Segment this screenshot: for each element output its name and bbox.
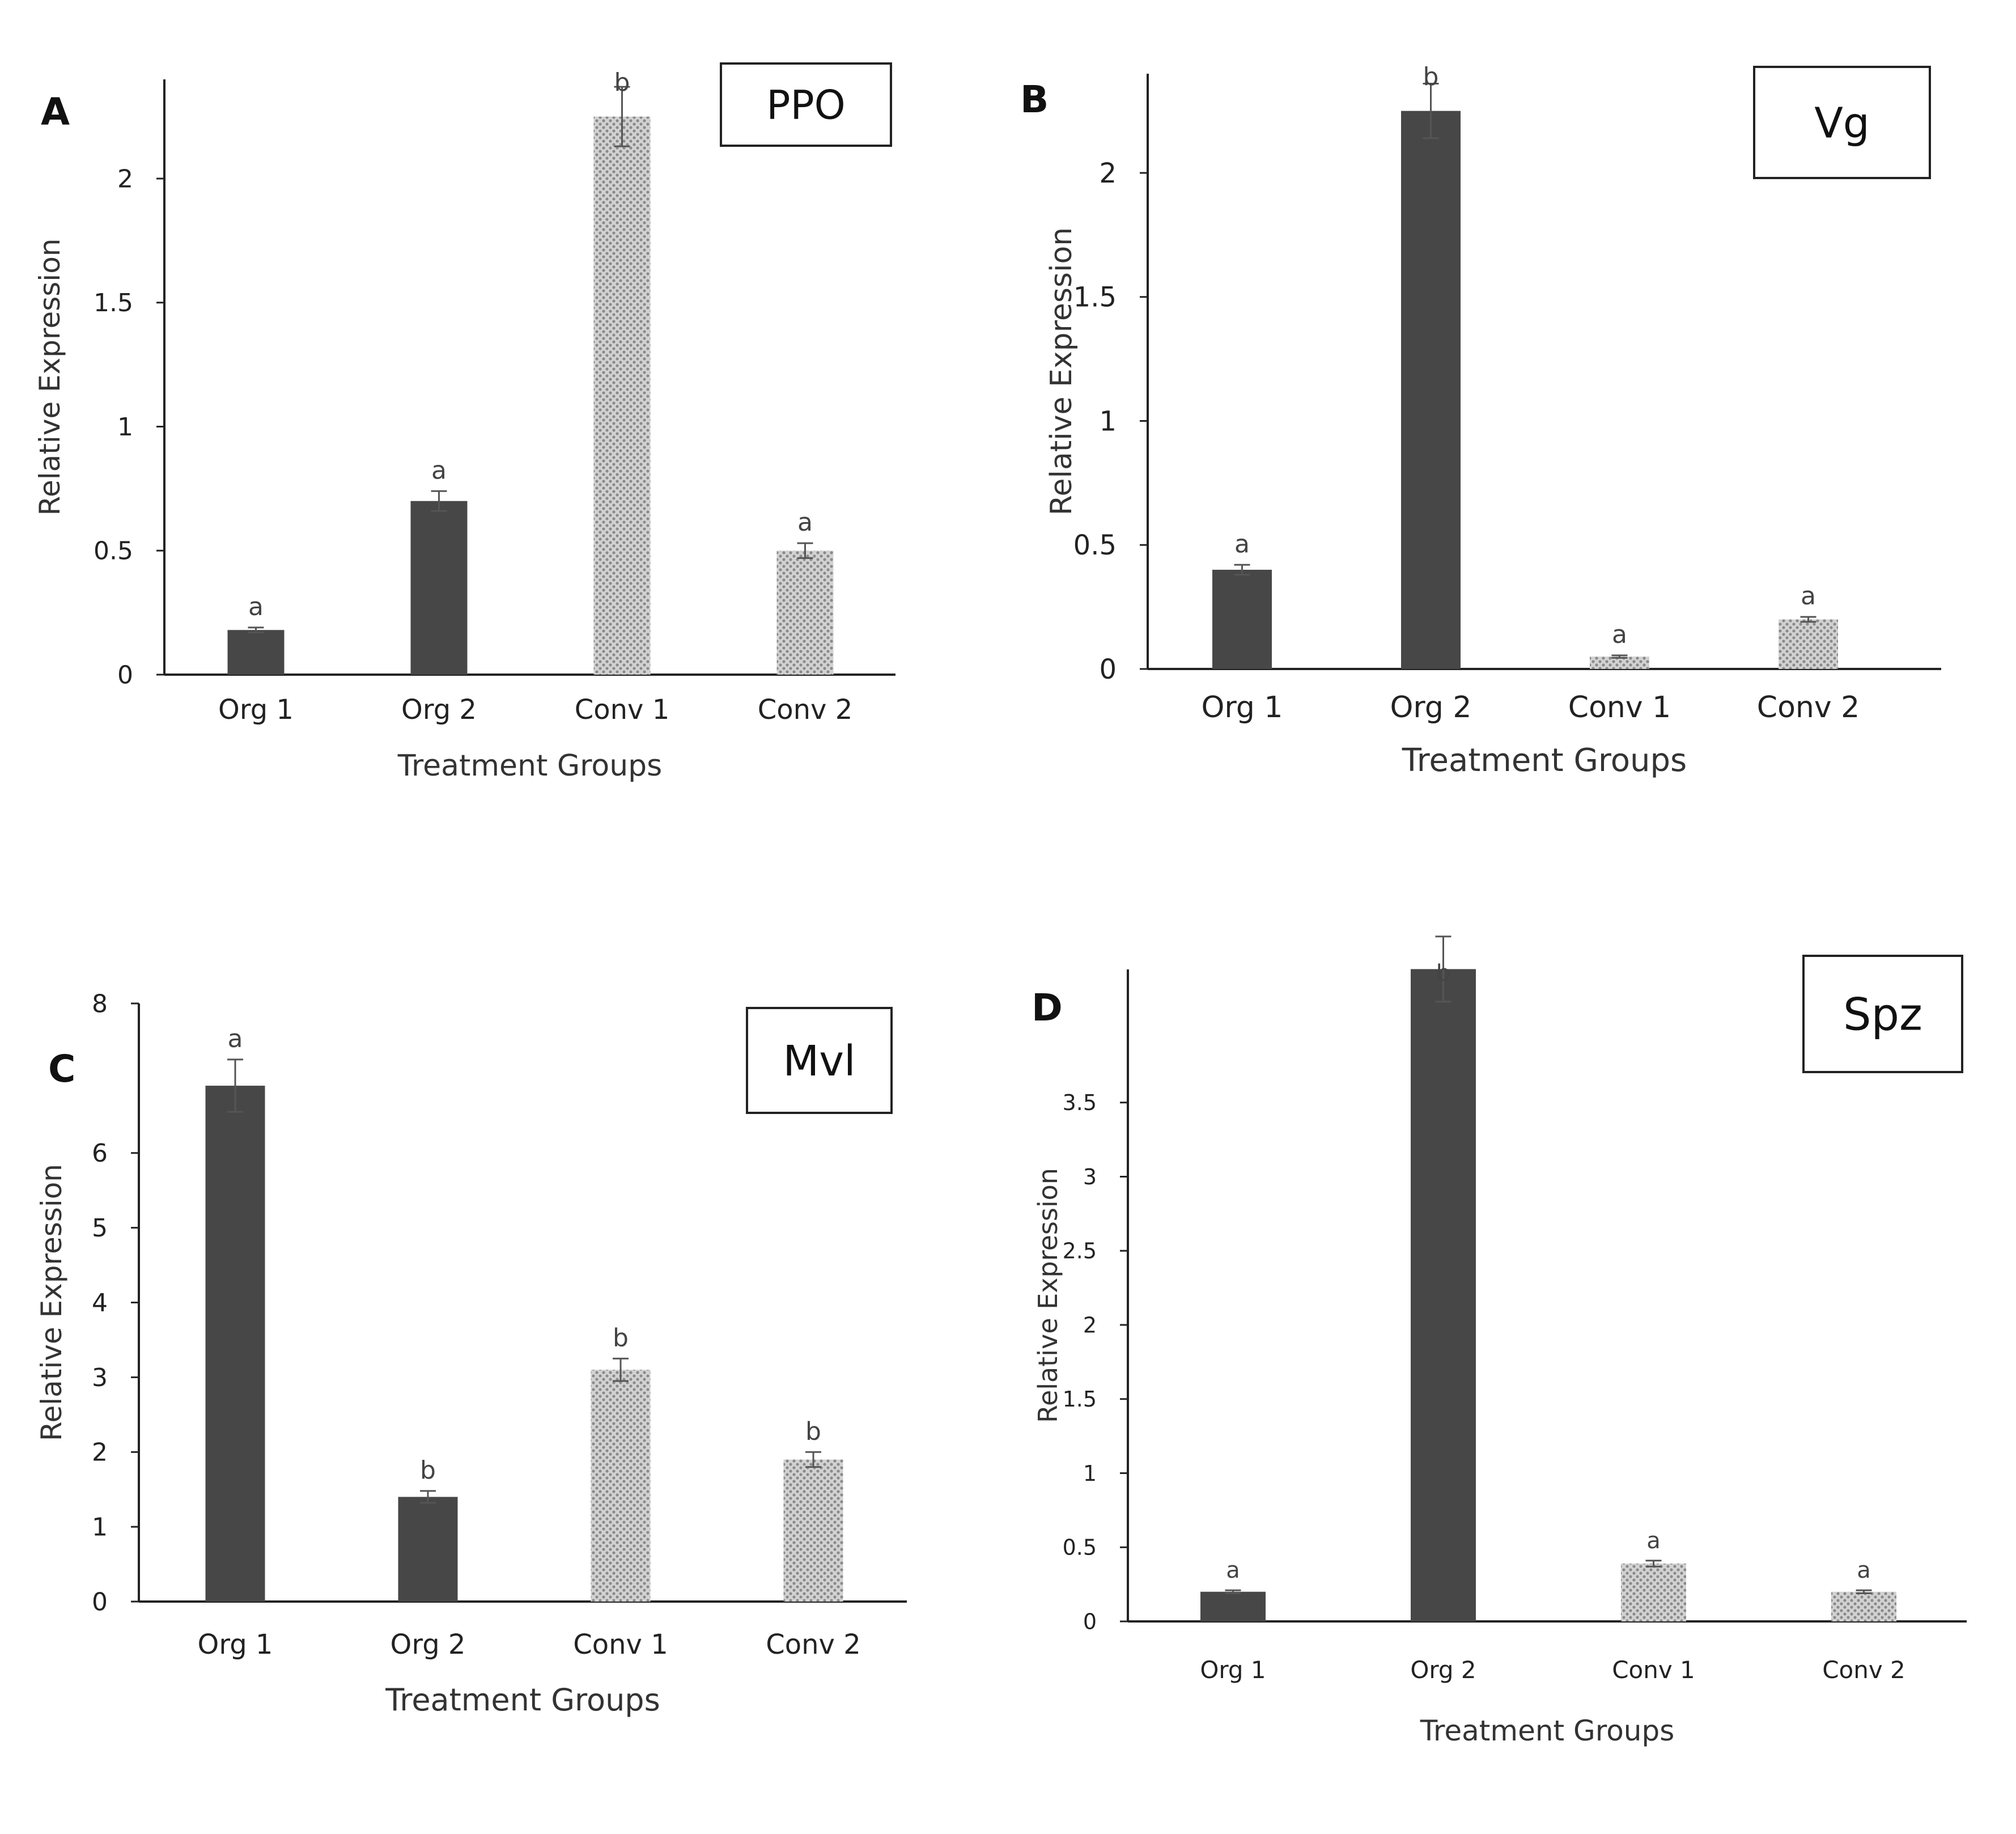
- bar-org-2: [1411, 969, 1476, 1621]
- significance-letter: b: [420, 1456, 436, 1485]
- x-axis-title: Treatment Groups: [1402, 742, 1687, 779]
- chart-panel-b: 0 0.5 1 1.5 2 a Org 1 b Org 2 a Conv 1 a Conv 2 Treat…: [1020, 62, 1941, 779]
- x-tick-label: Conv 1: [573, 1629, 668, 1661]
- x-tick-label: Org 1: [1200, 1656, 1266, 1684]
- significance-letter: a: [228, 1024, 243, 1053]
- y-tick-label: 1: [117, 413, 133, 442]
- bar-org-1: [227, 630, 285, 675]
- x-tick-label: Conv 2: [766, 1629, 861, 1661]
- x-tick-label: Org 2: [401, 694, 477, 726]
- x-tick-label: Conv 1: [1612, 1656, 1695, 1684]
- panel-label: D: [1032, 986, 1063, 1030]
- x-tick-label: Org 2: [1390, 691, 1471, 725]
- y-tick-label: 1.5: [1073, 282, 1117, 314]
- significance-letter: b: [613, 1323, 629, 1352]
- y-tick-label: 2: [1083, 1312, 1097, 1337]
- y-tick-label: 2: [92, 1438, 108, 1467]
- significance-letter: a: [1612, 620, 1627, 649]
- bar-conv-1: [591, 1370, 651, 1602]
- significance-letter: a: [1646, 1528, 1661, 1554]
- bar-conv-1: [1621, 1564, 1686, 1621]
- chart-panel-a: 0 0.5 1 1.5 2 a Org 1 a Org 2 b Conv 1 a Conv 2 Treat…: [33, 62, 895, 783]
- x-tick-label: Conv 2: [1757, 691, 1860, 725]
- x-tick-label: Org 2: [1410, 1656, 1476, 1684]
- x-tick-label: Conv 2: [758, 694, 853, 726]
- chart-panel-d: 0 0.5 1 1.5 2 2.5 3 3.5 a Org 1 b Org 2 a Conv 1 a Conv…: [1032, 935, 1967, 1747]
- bar-org-2: [1401, 111, 1461, 669]
- gene-label: Spz: [1843, 990, 1922, 1041]
- y-tick-label: 3: [92, 1363, 108, 1392]
- x-tick-label: Conv 2: [1822, 1656, 1905, 1684]
- x-tick-label: Conv 1: [575, 694, 670, 726]
- y-tick-label: 1.5: [1063, 1387, 1097, 1412]
- y-axis-title: Relative Expression: [1045, 227, 1079, 516]
- y-tick-label: 0: [92, 1587, 108, 1616]
- significance-letter: a: [1234, 530, 1250, 558]
- x-tick-label: Org 1: [218, 694, 294, 726]
- y-tick-label: 6: [92, 1139, 108, 1168]
- significance-letter: a: [1226, 1557, 1240, 1583]
- x-tick-label: Org 1: [1201, 691, 1283, 725]
- panel-label: B: [1020, 78, 1049, 121]
- y-axis-title: Relative Expression: [33, 239, 66, 516]
- significance-letter: b: [1436, 960, 1450, 986]
- significance-letter: a: [797, 508, 813, 537]
- x-axis-title: Treatment Groups: [397, 749, 663, 783]
- chart-panel-c: 0 1 2 3 4 5 6 8 a Org 1 b Org 2 b Conv 1 b Conv 2 Treatm…: [35, 989, 907, 1718]
- bar-conv-1: [593, 116, 651, 675]
- significance-letter: b: [1423, 62, 1439, 91]
- significance-letter: a: [431, 456, 447, 485]
- y-tick-label: 2: [1099, 158, 1117, 189]
- y-tick-label: 1: [1083, 1461, 1097, 1486]
- bar-conv-2: [1779, 619, 1838, 669]
- y-tick-label: 3.5: [1063, 1090, 1097, 1115]
- panel-label: A: [41, 90, 70, 134]
- bar-org-2: [410, 501, 468, 675]
- y-tick-label: 2.5: [1063, 1239, 1097, 1264]
- y-axis-title: Relative Expression: [35, 1164, 68, 1441]
- y-tick-label: 0.5: [1063, 1535, 1097, 1560]
- gene-label: Vg: [1814, 99, 1870, 148]
- gene-label: PPO: [766, 82, 846, 129]
- y-tick-label: 4: [92, 1289, 108, 1318]
- y-tick-label: 0: [117, 660, 133, 689]
- y-tick-label: 3: [1083, 1164, 1097, 1189]
- y-tick-label: 0.5: [94, 537, 133, 566]
- bar-org-1: [1200, 1591, 1266, 1621]
- y-tick-label: 1.5: [94, 289, 133, 317]
- y-tick-label: 8: [92, 989, 108, 1018]
- bar-org-1: [1212, 570, 1272, 669]
- gene-label-box: [746, 1007, 893, 1114]
- bar-conv-2: [776, 550, 834, 675]
- gene-label-box: [1802, 955, 1963, 1073]
- significance-letter: b: [614, 68, 630, 97]
- y-tick-label: 1: [1099, 405, 1117, 437]
- y-tick-label: 0: [1099, 654, 1117, 685]
- bar-conv-2: [1831, 1591, 1896, 1621]
- panel-label: C: [48, 1047, 75, 1091]
- gene-label-box: [720, 62, 892, 147]
- significance-letter: a: [1857, 1557, 1871, 1583]
- x-axis-title: Treatment Groups: [385, 1682, 660, 1718]
- significance-letter: a: [248, 592, 264, 621]
- significance-letter: a: [1801, 582, 1816, 611]
- y-tick-label: 1: [92, 1513, 108, 1542]
- x-tick-label: Conv 1: [1568, 691, 1671, 725]
- bar-conv-2: [783, 1459, 843, 1602]
- bar-conv-1: [1590, 656, 1649, 669]
- gene-label-box: [1753, 66, 1931, 179]
- y-tick-label: 0.5: [1073, 530, 1117, 561]
- y-tick-label: 0: [1083, 1609, 1097, 1634]
- x-tick-label: Org 1: [198, 1629, 273, 1661]
- x-axis-title: Treatment Groups: [1420, 1714, 1675, 1747]
- x-tick-label: Org 2: [391, 1629, 466, 1661]
- significance-letter: b: [805, 1417, 821, 1446]
- y-axis-title: Relative Expression: [1033, 1168, 1063, 1423]
- gene-label: Mvl: [783, 1037, 855, 1086]
- bar-org-2: [398, 1497, 458, 1602]
- y-tick-label: 2: [117, 164, 133, 193]
- bar-org-1: [205, 1086, 265, 1602]
- y-tick-label: 5: [92, 1214, 108, 1243]
